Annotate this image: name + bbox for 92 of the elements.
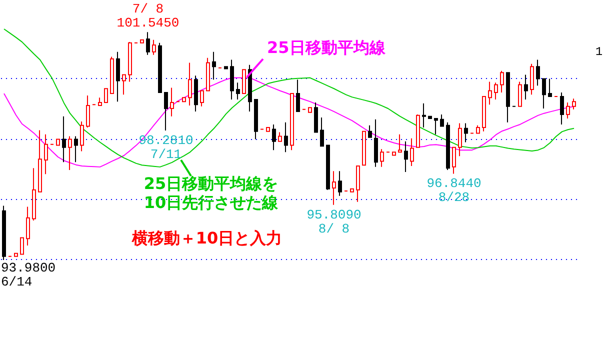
candlestick — [308, 107, 312, 113]
candlestick — [20, 237, 24, 255]
candlestick — [182, 97, 186, 102]
candlestick — [272, 124, 276, 151]
candlestick — [140, 39, 144, 44]
candlestick — [440, 114, 444, 127]
candlestick — [284, 122, 288, 153]
candlestick — [572, 98, 576, 110]
annotation: 98.2810 7/11 — [138, 132, 194, 162]
candlestick — [458, 122, 462, 157]
candlestick — [362, 130, 366, 166]
candlestick — [248, 64, 252, 112]
candlestick — [200, 90, 204, 107]
candlestick — [332, 170, 336, 206]
annotation: 横移動＋10日と入力 — [130, 228, 282, 248]
candlestick — [242, 69, 246, 94]
candlestick — [494, 82, 498, 100]
candlestick — [356, 166, 360, 202]
legend-label: 25日移動平均線を10日先行させた線 — [144, 174, 280, 212]
candlestick — [74, 136, 78, 163]
candlestick — [464, 122, 468, 143]
candlestick — [380, 148, 384, 168]
text: 1 — [595, 45, 603, 59]
candlestick — [410, 138, 414, 167]
text: 93.9800 6/14 — [1, 260, 56, 290]
candlestick — [38, 130, 42, 192]
candlestick — [278, 132, 282, 142]
candlestick — [32, 168, 36, 222]
candlestick — [392, 152, 396, 156]
candlestick — [488, 81, 492, 106]
annotation: 96.8440 8/28 — [426, 176, 482, 206]
candlestick — [26, 206, 30, 246]
candlestick — [98, 97, 102, 106]
candlestick — [452, 146, 456, 174]
candlestick — [128, 41, 132, 82]
candlestick — [56, 138, 60, 146]
candlestick — [398, 134, 402, 153]
candlestick — [80, 120, 84, 152]
candlestick — [206, 57, 210, 92]
candlestick — [266, 126, 270, 132]
series-label: 25日移動平均線 — [267, 38, 386, 57]
candlestick — [428, 116, 432, 119]
candlestick — [548, 78, 552, 97]
candlestick — [326, 144, 330, 190]
candlestick — [86, 95, 90, 128]
candlestick — [416, 114, 420, 148]
candlestick — [122, 74, 126, 96]
candlestick — [290, 92, 294, 151]
candlestick — [482, 96, 486, 132]
annotation: 7/ 8 101.5450 — [116, 2, 180, 31]
candlestick — [68, 136, 72, 170]
candlestick — [104, 88, 108, 103]
candlestick — [230, 59, 234, 100]
candlestick — [542, 78, 546, 110]
candlestick — [476, 124, 480, 134]
candlestick — [518, 81, 522, 107]
candlestick — [338, 170, 342, 196]
candlestick — [350, 188, 354, 192]
candlestick — [2, 205, 6, 260]
candlestick — [254, 98, 258, 140]
candlestick — [404, 140, 408, 173]
candlestick — [566, 102, 570, 119]
candlestick — [314, 102, 318, 133]
candlestick — [158, 42, 162, 94]
candlestick — [368, 124, 372, 138]
candlestick — [170, 87, 174, 117]
candlestick — [560, 92, 564, 125]
candlestick — [14, 252, 18, 257]
candlestick — [224, 66, 228, 70]
candlestick — [152, 39, 156, 56]
candlestick — [536, 59, 540, 86]
annotation: 95.8090 8/ 8 — [306, 207, 362, 236]
candlestick — [44, 134, 48, 175]
candlestick — [506, 72, 510, 123]
candlestick — [194, 75, 198, 112]
candlestick — [296, 79, 300, 112]
candlestick — [146, 32, 150, 56]
candlestick — [434, 118, 438, 135]
candlestick — [164, 92, 168, 131]
candlestick — [320, 117, 324, 147]
candlestick — [212, 51, 216, 80]
candlestick — [236, 82, 240, 100]
candlestick — [446, 122, 450, 170]
candlestick — [524, 74, 528, 100]
candlestick — [422, 102, 426, 128]
candlestick — [116, 51, 120, 102]
candlestick — [110, 56, 114, 94]
candlestick — [500, 70, 504, 94]
candlestick — [62, 116, 66, 163]
candlestick — [530, 63, 534, 96]
candlestick — [374, 118, 378, 168]
candlestick — [188, 62, 192, 106]
